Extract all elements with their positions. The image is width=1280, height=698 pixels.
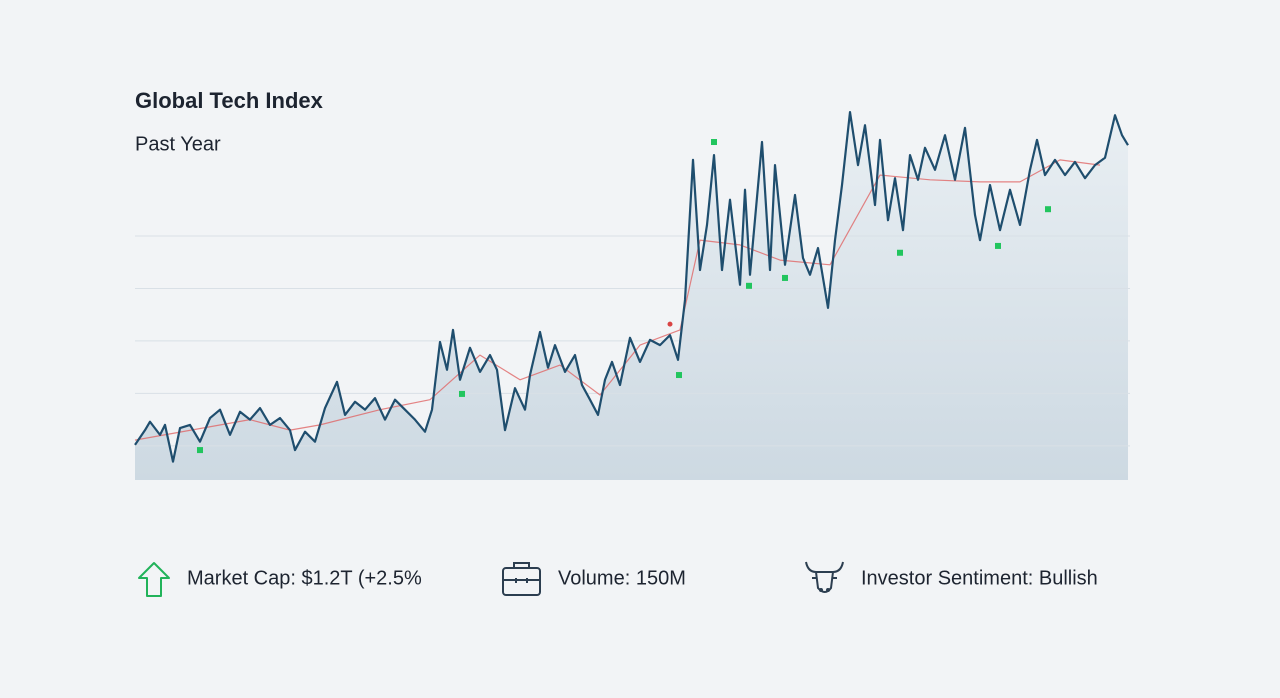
marker xyxy=(746,282,752,289)
marker xyxy=(782,274,788,281)
chart-subtitle: Past Year xyxy=(135,133,221,155)
bull-icon xyxy=(805,561,844,593)
line xyxy=(134,110,1129,463)
marker xyxy=(459,390,465,397)
briefcase-icon xyxy=(502,562,541,596)
stat-text: Investor Sentiment: Bullish xyxy=(861,567,1098,589)
marker xyxy=(676,372,682,379)
marker xyxy=(197,447,203,454)
stat-text: Market Cap: $1.2T (+2.5% xyxy=(187,567,422,589)
area xyxy=(135,112,1128,480)
marker xyxy=(1045,206,1051,213)
stat-text: Volume: 150M xyxy=(558,567,686,589)
plot xyxy=(134,110,1130,480)
marker xyxy=(897,249,903,256)
marker xyxy=(711,139,717,146)
arrow-icon xyxy=(138,562,170,597)
marker xyxy=(667,321,673,327)
chart-title: Global Tech Index xyxy=(135,88,324,113)
marker xyxy=(995,242,1001,249)
